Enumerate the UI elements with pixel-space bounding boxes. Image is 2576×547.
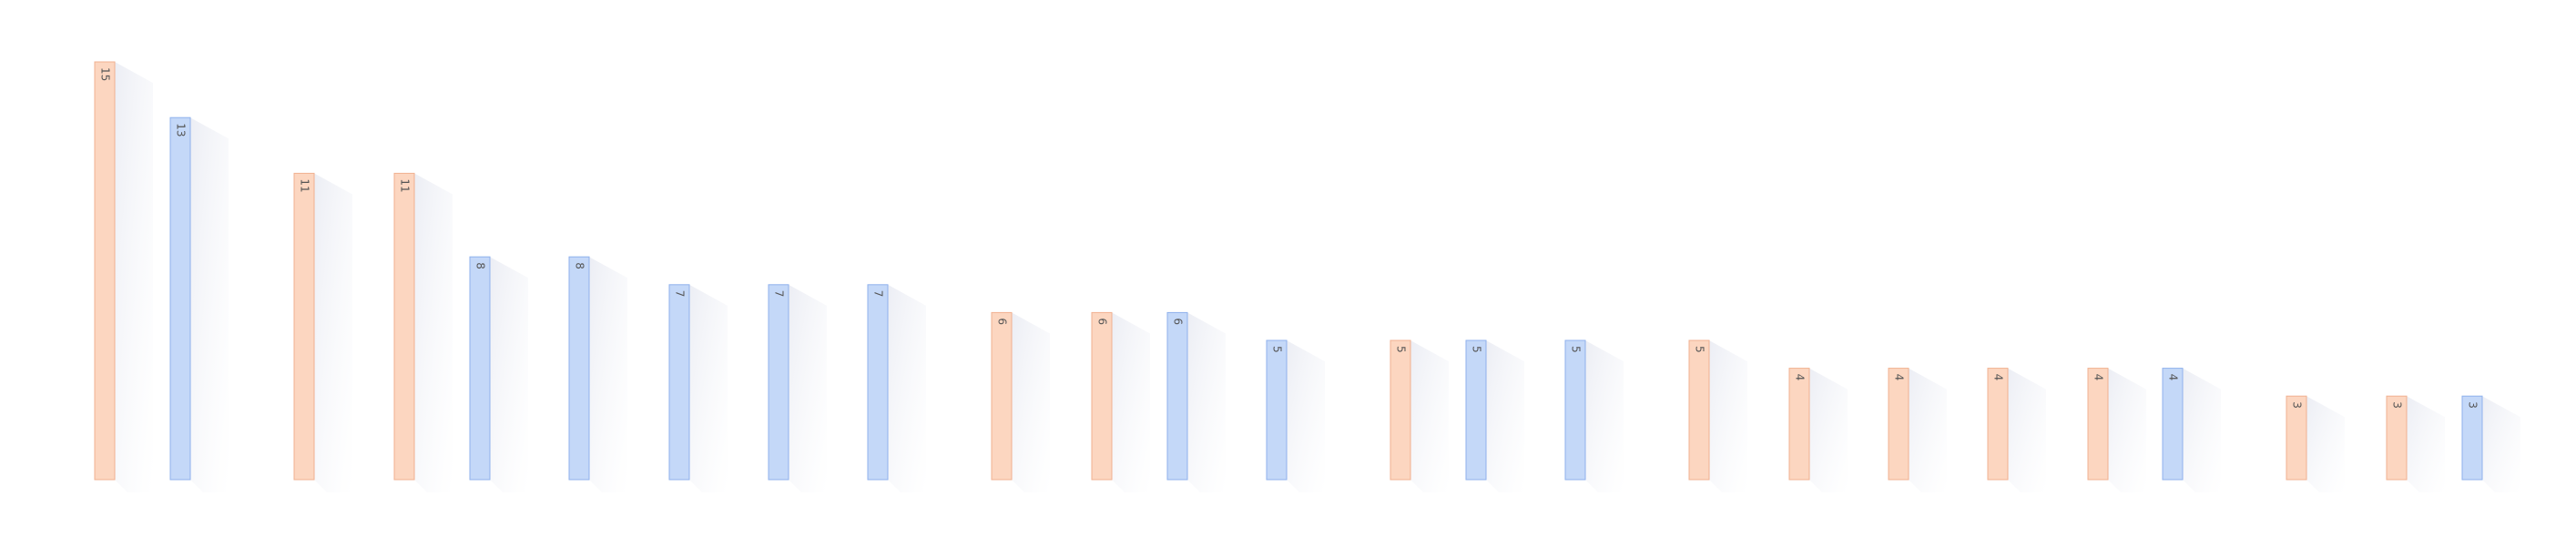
bar-value-label: 4	[1893, 374, 1906, 381]
bar-value-label: 3	[2467, 401, 2479, 409]
bar-value-label: 6	[1172, 318, 1185, 325]
bar-shadow	[589, 257, 627, 492]
bar-18	[1788, 368, 1810, 481]
bar-value-label: 11	[399, 178, 412, 192]
bar-19	[1888, 368, 1909, 481]
bar-7	[668, 284, 690, 481]
bar-value-label: 5	[1471, 346, 1483, 353]
bar-shadow	[1187, 312, 1226, 492]
bar-2	[169, 116, 191, 481]
bar-12	[1166, 311, 1188, 481]
bar-value-label: 8	[474, 262, 487, 269]
bar-22	[2162, 368, 2184, 481]
bar-value-label: 4	[2092, 374, 2105, 381]
bar-value-label: 7	[773, 290, 786, 298]
bar-shadow	[190, 117, 229, 492]
bar-shadow	[888, 284, 926, 492]
bar-value-label: 5	[1694, 346, 1706, 353]
bar-value-label: 4	[1992, 374, 2005, 381]
bar-value-label: 6	[1096, 318, 1109, 325]
bar-shadow	[490, 257, 528, 492]
bar-value-label: 5	[1570, 346, 1583, 353]
bar-shadow	[2108, 368, 2146, 492]
bar-3	[293, 172, 315, 481]
bar-value-label: 8	[574, 262, 586, 269]
bar-shadow	[2306, 396, 2345, 492]
value-labels-group: 15 13 11 11 8 8 7 7 7 6 6 6 5 5 5 5 5 4 4 4 4 4 3 3 3	[99, 67, 2479, 409]
bar-shadow	[2482, 396, 2520, 492]
bar-value-label: 4	[2167, 374, 2180, 381]
bar-5	[469, 256, 491, 481]
bar-shadow	[689, 284, 728, 492]
bar-shadow	[1585, 340, 1624, 492]
bar-14	[1390, 339, 1411, 481]
bar-10	[991, 311, 1013, 481]
bar-shadow	[115, 62, 153, 492]
bar-20	[1987, 368, 2009, 481]
bar-value-label: 5	[1271, 346, 1284, 353]
bar-value-label: 13	[175, 123, 188, 137]
bar-shadow	[314, 173, 352, 492]
bar-value-label: 7	[872, 290, 885, 298]
bar-9	[867, 284, 889, 481]
bar-25	[2461, 395, 2483, 481]
bar-value-label: 4	[1794, 374, 1807, 381]
bar-value-label: 3	[2391, 401, 2404, 409]
bar-shadow	[1410, 340, 1449, 492]
bar-16	[1564, 339, 1586, 481]
bar-shadow	[1112, 312, 1150, 492]
bar-shadow	[1809, 368, 1848, 492]
bar-shadow	[789, 284, 827, 492]
bar-shadow	[1486, 340, 1524, 492]
bar-13	[1266, 339, 1288, 481]
bar-shadow	[1909, 368, 1947, 492]
bar-4	[393, 172, 415, 481]
bar-shadow	[2183, 368, 2221, 492]
bar-15	[1465, 339, 1487, 481]
bar-1	[94, 61, 116, 481]
bar-value-label: 5	[1395, 346, 1408, 353]
bar-8	[768, 284, 789, 481]
bar-value-label: 7	[674, 290, 687, 298]
bar-21	[2087, 368, 2109, 481]
bar-24	[2386, 395, 2408, 481]
bar-shadow	[1709, 340, 1747, 492]
bar-shadow	[1287, 340, 1325, 492]
bar-value-label: 6	[996, 318, 1009, 325]
bar-value-label: 11	[299, 178, 311, 192]
bars-group	[94, 61, 2483, 481]
bar-shadows	[115, 62, 2520, 492]
bar-6	[568, 256, 590, 481]
bar-shadow	[1012, 312, 1050, 492]
bar-23	[2286, 395, 2307, 481]
bar-shadow	[414, 173, 453, 492]
bar-value-label: 15	[99, 67, 112, 81]
bar-shadow	[2407, 396, 2445, 492]
bar-11	[1091, 311, 1113, 481]
bar-shadow	[2008, 368, 2046, 492]
bar-value-label: 3	[2291, 401, 2304, 409]
bar-17	[1688, 339, 1710, 481]
